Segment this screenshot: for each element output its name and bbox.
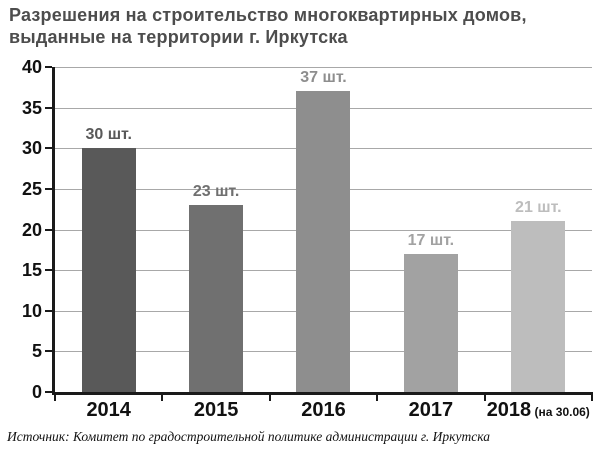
bar-column: 21 шт. — [485, 67, 592, 392]
y-axis-tick — [45, 228, 52, 231]
x-tick-label-2018: 2018 (на 30.06) — [485, 399, 592, 422]
x-axis-labels: 2014 2015 2016 2017 2018 (на 30.06) — [55, 399, 592, 422]
bar-value-label: 23 шт. — [192, 183, 240, 201]
x-axis-tick — [376, 392, 379, 401]
bar-value-label: 30 шт. — [85, 126, 132, 144]
grid-line — [55, 67, 592, 68]
x-year: 2017 — [408, 399, 454, 421]
x-year: 2014 — [86, 399, 131, 421]
bar-value-label: 37 шт. — [300, 69, 347, 87]
y-tick-label: 30 — [21, 138, 42, 159]
x-tick-label-2014: 2014 — [55, 399, 162, 422]
x-year: 2018 — [486, 399, 532, 421]
bar-2017 — [403, 253, 458, 392]
y-tick-label: 5 — [31, 341, 42, 362]
bar-column: 37 шт. — [270, 67, 377, 392]
y-tick-label: 10 — [21, 300, 42, 321]
y-tick-label: 15 — [21, 260, 42, 281]
y-axis-labels: 0 5 10 15 20 25 30 35 40 — [0, 58, 42, 401]
x-tick-label-2016: 2016 — [270, 399, 377, 422]
bar-column: 30 шт. — [55, 67, 162, 392]
bar-2018 — [511, 221, 566, 392]
x-axis-tick — [54, 392, 56, 401]
bar-column: 23 шт. — [162, 67, 269, 392]
bar-2014 — [81, 148, 136, 392]
x-axis-tick — [591, 392, 593, 401]
x-axis-tick — [483, 392, 486, 401]
y-tick-label: 40 — [21, 57, 42, 77]
x-label-note: (на 30.06) — [531, 405, 590, 419]
y-axis-tick — [45, 309, 52, 312]
y-axis-tick — [45, 147, 52, 150]
chart-title-line2: выданные на территории г. Иркутска — [9, 26, 348, 47]
y-axis-tick — [45, 106, 52, 109]
y-axis-tick — [45, 66, 52, 68]
x-year: 2015 — [193, 399, 239, 421]
y-tick-label: 0 — [31, 382, 42, 402]
y-tick-label: 25 — [21, 178, 42, 199]
bar-2016 — [296, 91, 351, 392]
chart-title: Разрешения на строительство многоквартир… — [9, 5, 594, 49]
x-year: 2016 — [301, 399, 346, 421]
plot-area: 30 шт. 23 шт. 37 шт. 17 шт. 21 шт. — [45, 66, 593, 401]
y-axis-tick — [45, 350, 52, 353]
y-axis-tick — [45, 391, 52, 393]
y-tick-label: 35 — [21, 97, 42, 118]
y-axis-tick — [45, 187, 52, 190]
source-note: Источник: Комитет по градостроительной п… — [7, 429, 490, 444]
x-tick-label-2015: 2015 — [162, 399, 269, 422]
chart-title-line1: Разрешения на строительство многоквартир… — [9, 5, 527, 25]
x-axis-tick — [268, 392, 271, 401]
y-tick-label: 20 — [21, 219, 42, 240]
bar-2015 — [189, 205, 244, 392]
bar-column: 17 шт. — [377, 67, 484, 392]
bar-value-label: 21 шт. — [515, 199, 562, 217]
bar-value-label: 17 шт. — [407, 231, 455, 249]
y-axis-tick — [45, 269, 52, 272]
x-tick-label-2017: 2017 — [377, 399, 484, 422]
x-axis-tick — [161, 392, 164, 401]
